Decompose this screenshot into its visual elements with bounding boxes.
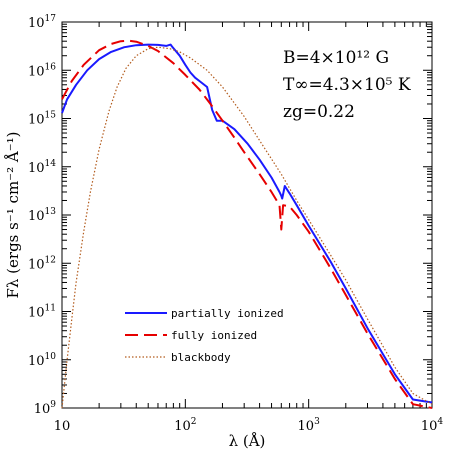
- x-tick-label: 104: [421, 417, 444, 434]
- y-tick-label: 1015: [28, 111, 56, 128]
- series-line-partially-ionized: [61, 43, 433, 404]
- series-layer: [61, 39, 433, 409]
- y-tick-label: 1017: [28, 14, 56, 31]
- annotation-b-field: B=4×10¹² G: [283, 48, 389, 68]
- y-tick-label: 1014: [28, 159, 56, 176]
- y-tick-label: 1016: [28, 62, 56, 79]
- y-tick-label: 109: [34, 400, 57, 417]
- x-axis-label: λ (Å): [229, 432, 266, 450]
- x-tick-label: 103: [298, 417, 321, 434]
- x-tick-label: 10: [54, 419, 71, 434]
- annotation-temperature: T∞=4.3×10⁵ K: [283, 75, 411, 95]
- annotation-redshift: zg=0.22: [283, 102, 355, 122]
- y-axis-label: Fλ (ergs s⁻¹ cm⁻² Å⁻¹): [4, 132, 22, 299]
- axis-ticks: 10 102 103 104 109 1010 1011 1012 1013 1014 1015 10…: [28, 14, 443, 434]
- legend-label-partially-ionized: partially ionized: [171, 307, 284, 320]
- legend-label-fully-ionized: fully ionized: [171, 329, 257, 342]
- y-tick-label: 1013: [28, 207, 56, 224]
- x-tick-label: 102: [174, 417, 196, 434]
- series-line-blackbody: [61, 46, 433, 409]
- legend: partially ionized fully ionized blackbod…: [125, 307, 284, 364]
- y-tick-label: 1011: [28, 304, 56, 321]
- y-tick-label: 1012: [28, 255, 56, 272]
- y-tick-label: 1010: [28, 352, 56, 369]
- legend-label-blackbody: blackbody: [171, 351, 231, 364]
- series-line-fully-ionized: [61, 39, 433, 409]
